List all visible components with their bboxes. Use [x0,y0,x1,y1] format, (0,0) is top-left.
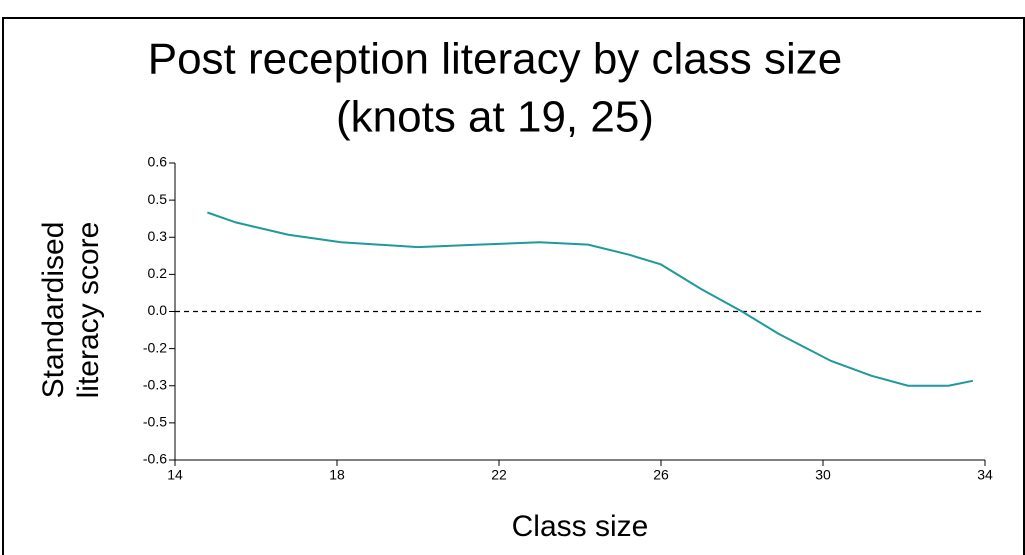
x-tick-label: 22 [491,467,507,483]
chart-subtitle: (knots at 19, 25) [336,93,654,142]
y-tick-label: -0.6 [143,451,167,467]
y-tick-label: 0.2 [148,265,168,281]
y-tick-label: 0.3 [148,228,168,244]
y-tick-label: 0.6 [148,154,168,170]
y-tick-label: 0.0 [148,302,168,318]
y-axis-label: Standardised [37,222,70,399]
chart-title: Post reception literacy by class size [148,35,843,84]
x-tick-label: 34 [977,467,993,483]
x-tick-label: 30 [815,467,831,483]
y-axis-label: literacy score [72,222,105,399]
y-tick-label: -0.3 [143,376,167,392]
frame [2,17,1025,555]
y-tick-label: -0.5 [143,414,167,430]
x-tick-label: 18 [329,467,345,483]
x-tick-label: 26 [653,467,669,483]
x-axis-label: Class size [512,510,649,543]
y-tick-label: 0.5 [148,191,168,207]
line-series [207,211,974,387]
y-tick-label: -0.2 [143,339,167,355]
x-tick-label: 14 [167,467,183,483]
